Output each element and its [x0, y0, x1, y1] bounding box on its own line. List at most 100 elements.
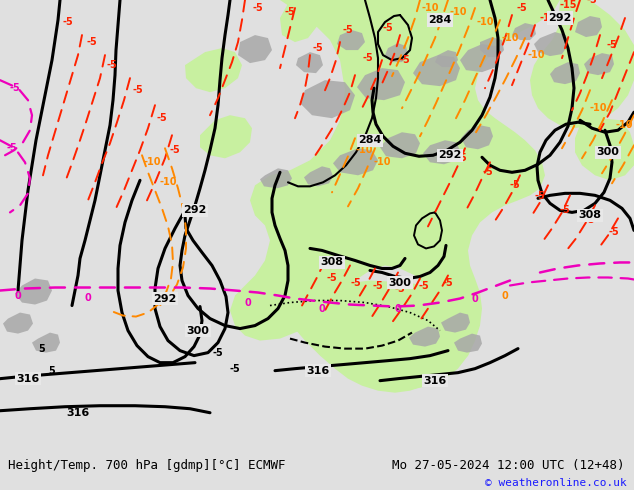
Text: Mo 27-05-2024 12:00 UTC (12+48): Mo 27-05-2024 12:00 UTC (12+48) [392, 459, 624, 472]
Text: 5: 5 [49, 366, 55, 376]
Text: -5: -5 [609, 227, 619, 238]
Text: 300: 300 [389, 277, 411, 288]
Text: 316: 316 [16, 374, 39, 384]
Polygon shape [385, 43, 408, 62]
Polygon shape [32, 333, 60, 353]
Polygon shape [185, 48, 242, 92]
Text: -5: -5 [383, 23, 393, 33]
Text: -5: -5 [342, 25, 353, 35]
Text: 292: 292 [548, 13, 572, 23]
Text: -5: -5 [560, 205, 571, 216]
Text: -5: -5 [373, 280, 384, 291]
Polygon shape [296, 52, 323, 73]
Text: 5: 5 [39, 343, 46, 354]
Text: 284: 284 [429, 15, 451, 25]
Text: -5: -5 [607, 40, 618, 50]
Polygon shape [380, 132, 420, 158]
Text: -5: -5 [327, 273, 337, 284]
Polygon shape [260, 168, 292, 188]
Polygon shape [238, 35, 272, 63]
Text: -5: -5 [443, 277, 453, 288]
Text: -5: -5 [170, 145, 181, 155]
Polygon shape [423, 140, 460, 164]
Text: 0: 0 [319, 303, 325, 314]
Text: -5: -5 [517, 3, 527, 13]
Text: -5: -5 [107, 60, 117, 70]
Text: -10: -10 [527, 50, 545, 60]
Polygon shape [441, 313, 470, 333]
Text: -10: -10 [143, 157, 161, 167]
Text: -5: -5 [133, 85, 143, 95]
Text: -5: -5 [351, 277, 361, 288]
Text: 0: 0 [472, 294, 479, 303]
Text: -5: -5 [363, 53, 373, 63]
Polygon shape [461, 125, 493, 149]
Polygon shape [3, 313, 33, 334]
Text: 300: 300 [597, 147, 619, 157]
Polygon shape [333, 148, 378, 175]
Polygon shape [512, 23, 536, 40]
Text: -5: -5 [252, 3, 263, 13]
Polygon shape [530, 0, 634, 128]
Polygon shape [200, 115, 252, 158]
Polygon shape [575, 118, 634, 180]
Text: 0: 0 [394, 303, 401, 314]
Polygon shape [584, 53, 614, 75]
Polygon shape [534, 32, 568, 56]
Polygon shape [300, 80, 355, 118]
Text: -5: -5 [394, 284, 405, 294]
Text: 308: 308 [578, 210, 602, 221]
Text: -5: -5 [10, 83, 20, 93]
Polygon shape [435, 50, 458, 67]
Polygon shape [454, 334, 482, 353]
Polygon shape [357, 68, 405, 100]
Text: -10: -10 [615, 120, 633, 130]
Polygon shape [413, 55, 460, 86]
Text: 0: 0 [162, 294, 169, 304]
Text: 0: 0 [15, 291, 22, 300]
Text: -10: -10 [589, 103, 607, 113]
Text: -15: -15 [559, 0, 577, 10]
Text: -5: -5 [230, 364, 240, 374]
Text: 316: 316 [67, 408, 89, 418]
Text: -10: -10 [159, 177, 177, 187]
Text: 300: 300 [186, 325, 209, 336]
Text: -5: -5 [586, 0, 597, 5]
Text: -10: -10 [421, 3, 439, 13]
Text: -5: -5 [534, 192, 545, 201]
Polygon shape [550, 62, 580, 84]
Text: -5: -5 [6, 143, 17, 153]
Polygon shape [282, 280, 478, 392]
Text: -10: -10 [501, 33, 519, 43]
Polygon shape [575, 16, 602, 37]
Polygon shape [15, 278, 52, 305]
Polygon shape [230, 0, 560, 389]
Text: -10: -10 [355, 145, 373, 155]
Text: -5: -5 [399, 55, 410, 65]
Text: 0: 0 [84, 293, 91, 302]
Polygon shape [304, 166, 333, 186]
Text: -15: -15 [540, 13, 557, 23]
Text: -5: -5 [285, 7, 295, 17]
Text: 316: 316 [424, 376, 446, 386]
Text: 316: 316 [306, 366, 330, 376]
Text: -5: -5 [510, 180, 521, 190]
Text: 292: 292 [438, 150, 462, 160]
Text: -5: -5 [482, 167, 493, 177]
Text: -5: -5 [313, 43, 323, 53]
Text: 0: 0 [501, 291, 508, 300]
Text: 292: 292 [153, 294, 177, 303]
Polygon shape [280, 0, 320, 42]
Polygon shape [337, 30, 365, 50]
Text: -5: -5 [585, 216, 595, 225]
Text: -10: -10 [450, 7, 467, 17]
Text: -10: -10 [476, 17, 494, 27]
Text: 292: 292 [183, 205, 207, 216]
Text: Height/Temp. 700 hPa [gdmp][°C] ECMWF: Height/Temp. 700 hPa [gdmp][°C] ECMWF [8, 459, 285, 472]
Text: 308: 308 [321, 257, 344, 268]
Text: -5: -5 [87, 37, 98, 47]
Polygon shape [409, 326, 440, 346]
Text: 284: 284 [358, 135, 382, 145]
Text: -10: -10 [373, 157, 391, 167]
Text: 0: 0 [245, 297, 251, 308]
